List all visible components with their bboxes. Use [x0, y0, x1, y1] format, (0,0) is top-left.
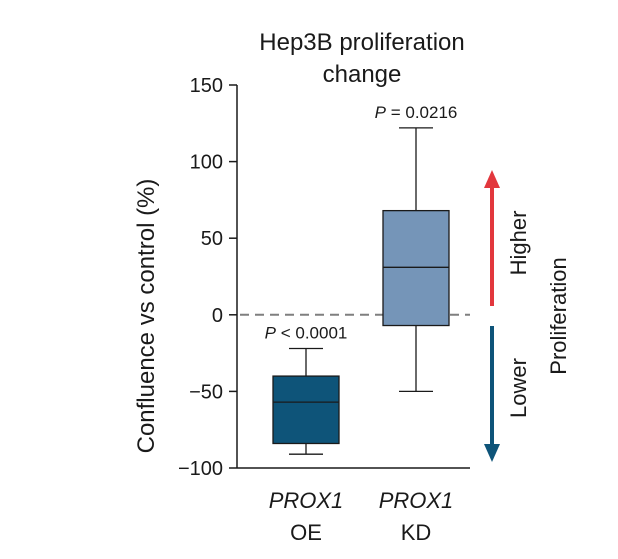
- category-1-box: [382, 209, 450, 327]
- higher-label: Higher: [506, 211, 531, 276]
- category-0-p-prefix: P: [265, 324, 277, 343]
- y-axis-label: Confluence vs control (%): [133, 179, 160, 454]
- category-1-p-value: P = 0.0216: [375, 103, 458, 122]
- lower-arrow-head: [484, 444, 500, 462]
- y-tick-label-5: −100: [178, 458, 223, 480]
- category-0-box: [272, 375, 340, 445]
- y-tick-label-4: −50: [189, 381, 223, 403]
- category-1-p-prefix: P: [375, 103, 387, 122]
- category-1-condition-label: KD: [401, 520, 432, 545]
- y-ticks-group: 150 100 50 0 −50 −100: [178, 75, 237, 480]
- y-tick-label-2: 50: [201, 228, 223, 250]
- proliferation-label: Proliferation: [546, 257, 571, 374]
- category-0-condition-label: OE: [290, 520, 322, 545]
- category-0-p-text: < 0.0001: [276, 324, 347, 343]
- category-1-p-text: = 0.0216: [386, 103, 457, 122]
- lower-label: Lower: [506, 358, 531, 418]
- category-0-p-value: P < 0.0001: [265, 324, 348, 343]
- category-0-gene-label: PROX1: [269, 488, 344, 513]
- y-tick-label-1: 100: [190, 152, 223, 174]
- boxes-group: [272, 127, 450, 455]
- y-tick-label-3: 0: [212, 305, 223, 327]
- chart-title-line-2: change: [323, 61, 402, 88]
- y-tick-label-0: 150: [190, 75, 223, 97]
- higher-arrow-head: [484, 170, 500, 188]
- chart-title-line-1: Hep3B proliferation: [259, 29, 464, 56]
- category-1-gene-label: PROX1: [379, 488, 454, 513]
